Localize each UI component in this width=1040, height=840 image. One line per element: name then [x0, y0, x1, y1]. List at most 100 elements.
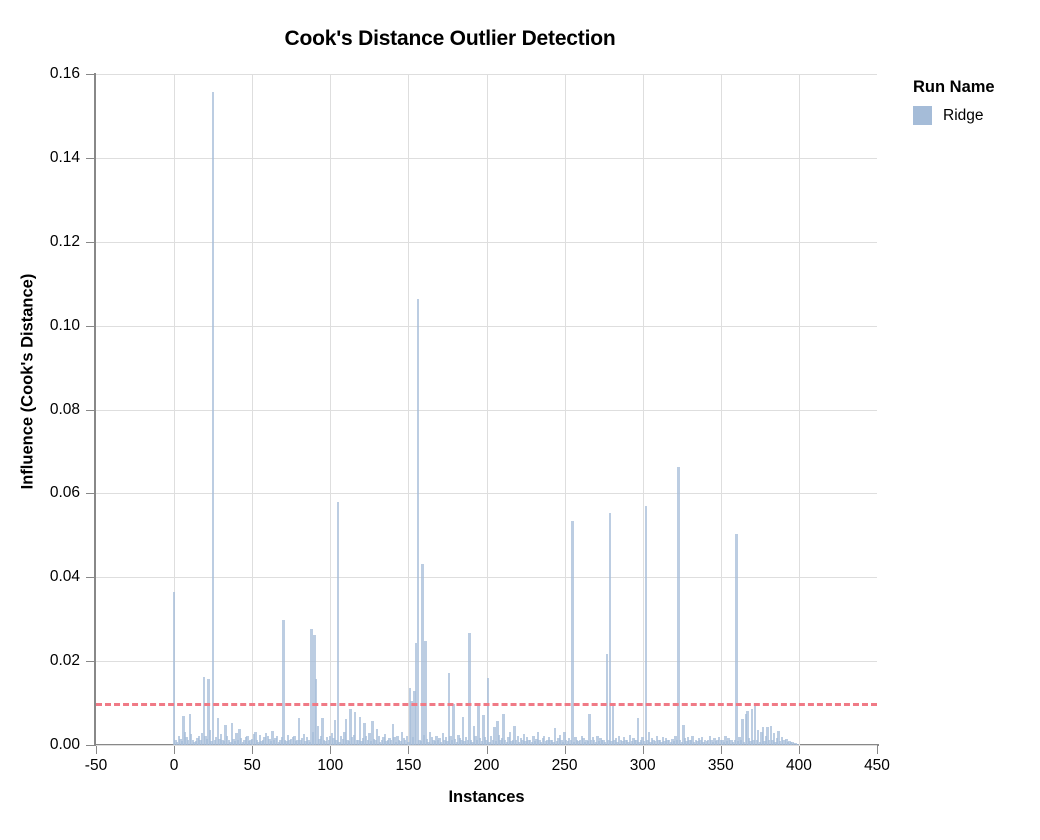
- gridline-vertical: [642, 74, 644, 745]
- bar: [399, 741, 402, 745]
- bar: [511, 739, 515, 745]
- bar: [432, 740, 435, 745]
- bar: [421, 564, 424, 745]
- bar: [699, 740, 702, 745]
- bar: [574, 737, 577, 745]
- bar: [391, 724, 394, 745]
- bar: [310, 629, 313, 745]
- x-tick-mark: [96, 746, 97, 754]
- legend: Run Name Ridge: [913, 78, 1033, 125]
- bar: [725, 741, 729, 745]
- bar: [549, 740, 552, 745]
- bar: [621, 741, 624, 745]
- bar: [236, 740, 240, 745]
- bar: [736, 741, 740, 745]
- bar: [343, 732, 346, 745]
- bar: [504, 739, 507, 745]
- bar: [585, 739, 588, 745]
- bar: [494, 741, 498, 745]
- bar: [277, 741, 280, 745]
- bar: [507, 737, 510, 745]
- bar: [586, 741, 590, 745]
- bar: [778, 741, 782, 745]
- legend-item[interactable]: Ridge: [913, 106, 1033, 125]
- x-tick-label: 250: [551, 757, 578, 774]
- bar: [382, 737, 385, 745]
- bar: [447, 672, 451, 745]
- bar: [497, 734, 501, 745]
- gridline-vertical: [564, 74, 566, 745]
- bar: [308, 741, 312, 745]
- bar: [713, 738, 716, 745]
- y-tick-mark: [86, 493, 94, 495]
- bar: [733, 739, 737, 745]
- bar: [474, 735, 477, 745]
- bar: [533, 741, 537, 745]
- x-tick-mark: [642, 746, 644, 754]
- bar: [479, 738, 482, 745]
- x-tick-label: 0: [169, 757, 179, 774]
- bar: [719, 740, 722, 745]
- bar: [741, 718, 744, 745]
- bar: [229, 742, 232, 745]
- y-tick-mark: [86, 577, 94, 579]
- x-tick-label: 150: [395, 757, 422, 774]
- bar: [450, 740, 454, 745]
- bar: [793, 742, 796, 745]
- bar: [436, 739, 440, 745]
- bar: [530, 741, 533, 745]
- bar: [672, 741, 676, 745]
- bar: [668, 740, 671, 745]
- bar: [569, 739, 573, 745]
- legend-swatch-icon: [913, 106, 932, 125]
- bar: [293, 735, 296, 745]
- bar: [219, 733, 223, 745]
- bar: [243, 739, 246, 745]
- bar: [560, 740, 563, 745]
- bar: [330, 733, 334, 745]
- bar: [624, 739, 627, 745]
- bar: [282, 619, 285, 745]
- bar: [288, 740, 291, 745]
- x-tick-mark: [252, 746, 254, 754]
- bar: [739, 740, 743, 745]
- bar: [468, 632, 471, 745]
- bar: [782, 739, 785, 745]
- bar: [280, 737, 284, 745]
- bar: [422, 735, 426, 745]
- gridline-vertical: [174, 74, 176, 745]
- bar: [374, 740, 377, 745]
- bar: [649, 741, 652, 745]
- bar: [539, 741, 543, 745]
- page-title: Cook's Distance Outlier Detection: [284, 27, 616, 50]
- bar: [413, 691, 416, 745]
- bar: [482, 715, 485, 745]
- bar: [336, 502, 340, 745]
- bar: [272, 740, 276, 745]
- bar: [508, 732, 512, 745]
- bar: [332, 738, 335, 745]
- bar: [491, 739, 494, 745]
- bar: [366, 739, 369, 745]
- bar: [608, 512, 612, 745]
- bar: [179, 738, 182, 745]
- y-tick-mark: [86, 745, 94, 746]
- bar: [563, 732, 566, 745]
- bar: [246, 735, 249, 745]
- bar: [197, 736, 201, 745]
- y-axis-title: Influence (Cook's Distance): [18, 273, 37, 490]
- bar: [639, 739, 643, 745]
- bar: [396, 735, 399, 745]
- bar: [268, 739, 271, 745]
- y-tick-mark: [86, 74, 94, 75]
- gridline-vertical: [486, 74, 488, 745]
- bar: [177, 735, 180, 745]
- gridline-vertical: [252, 74, 254, 745]
- bar: [788, 741, 791, 745]
- bar: [480, 741, 483, 745]
- bar: [735, 533, 738, 745]
- bar: [377, 735, 380, 745]
- bar: [193, 742, 196, 745]
- bar: [425, 739, 429, 745]
- bar: [290, 738, 293, 745]
